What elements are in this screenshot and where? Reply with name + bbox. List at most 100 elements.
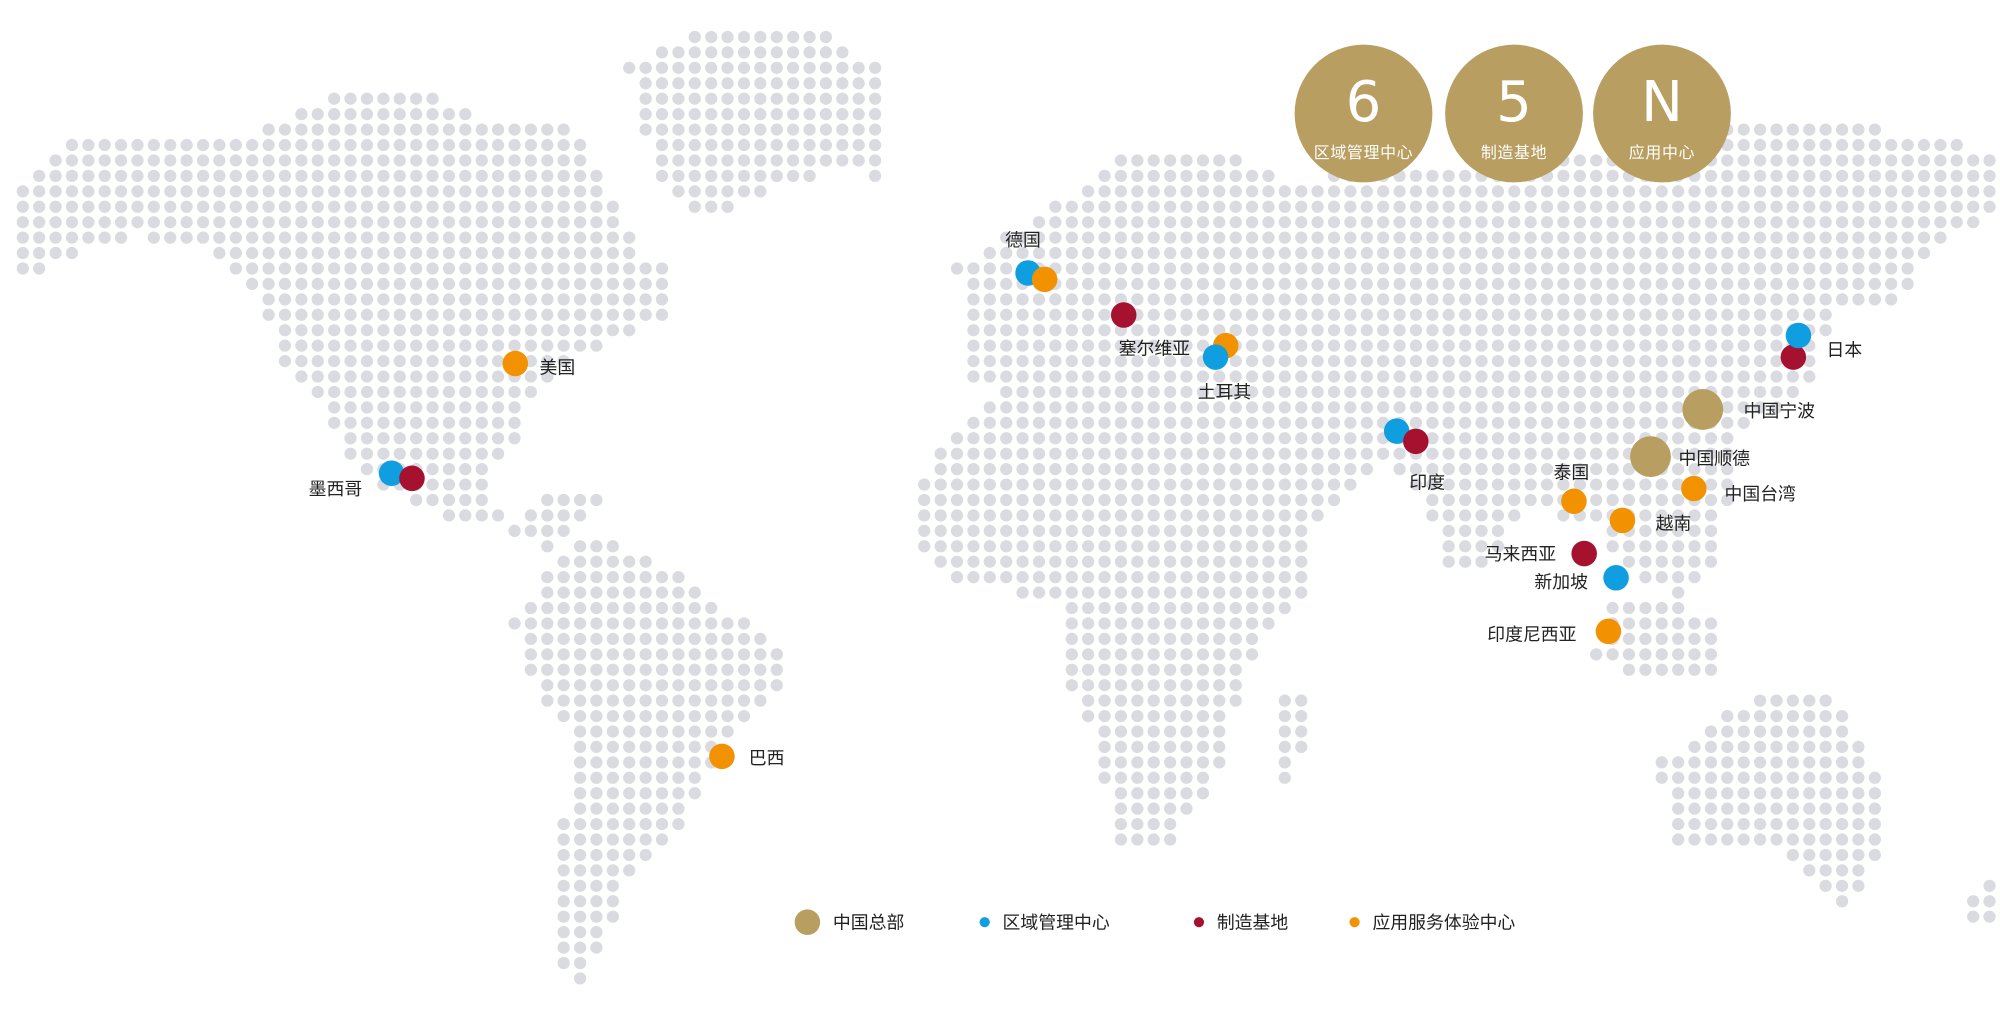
land-dot [1983,200,1996,213]
land-dot [1262,416,1275,429]
land-dot [1147,231,1160,244]
application-marker[interactable] [1609,507,1636,534]
land-dot [1114,632,1128,646]
land-dot [377,339,390,352]
land-dot [1393,401,1406,414]
land-dot [442,185,456,198]
hq-marker[interactable] [1682,389,1724,430]
land-dot [1196,416,1210,429]
land-dot [311,385,324,399]
land-dot [1737,802,1750,815]
land-dot [1459,308,1472,321]
land-dot [1196,524,1210,537]
land-dot [311,108,324,121]
land-dot [983,308,996,321]
land-dot [1327,370,1341,383]
land-dot [1409,216,1423,229]
land-dot [1049,509,1062,522]
application-marker[interactable] [1561,488,1587,515]
land-dot [1114,648,1128,661]
land-dot [1639,648,1652,661]
land-dot [606,663,620,676]
land-dot [1655,617,1668,630]
land-dot [1180,216,1193,229]
land-dot [1196,246,1210,260]
land-dot [1475,370,1488,383]
land-dot [1753,169,1767,183]
land-dot [98,169,111,183]
land-dot [1770,385,1783,399]
land-dot [1065,370,1078,383]
land-dot [1065,385,1078,399]
land-dot [1114,277,1128,291]
application-marker[interactable] [502,350,529,377]
land-dot [868,123,882,136]
land-dot [1459,339,1472,352]
land-dot [426,385,439,399]
land-dot [803,154,816,167]
land-dot [360,370,374,383]
land-dot [1786,802,1799,815]
land-dot [410,354,423,368]
land-dot [1753,277,1767,291]
land-dot [410,401,423,414]
application-marker[interactable] [1031,266,1058,293]
land-dot [1409,169,1423,183]
land-dot [1393,231,1406,244]
land-dot [1868,802,1881,815]
hq-marker[interactable] [1630,436,1671,478]
land-dot [1590,185,1603,198]
land-dot [410,385,423,399]
land-dot [442,509,456,522]
land-dot [590,169,603,183]
land-dot [1032,216,1046,229]
land-dot [1622,200,1636,213]
land-dot [1262,401,1275,414]
regional-marker[interactable] [1603,565,1629,591]
land-dot [1524,493,1537,507]
land-dot [573,694,587,707]
land-dot [672,725,685,738]
land-dot [426,478,439,491]
land-dot [950,540,964,553]
land-dot [1934,231,1947,244]
land-dot [1753,709,1767,723]
land-dot [1278,771,1291,784]
land-dot [311,339,324,352]
regional-marker[interactable] [1785,322,1812,349]
land-dot [721,185,734,198]
land-dot [475,308,488,321]
land-dot [344,277,357,291]
land-dot [377,246,390,260]
land-dot [1245,231,1259,244]
land-dot [590,262,603,275]
land-dot [1131,725,1144,738]
land-dot [1639,401,1652,414]
land-dot [1131,555,1144,568]
land-dot [1655,540,1668,553]
land-dot [1819,802,1832,815]
manufacturing-marker[interactable] [1780,344,1807,370]
land-dot [1114,709,1128,723]
land-dot [1295,524,1308,537]
application-marker[interactable] [1595,618,1622,645]
application-marker[interactable] [709,743,735,770]
regional-marker[interactable] [1202,344,1229,370]
land-dot [1147,740,1160,754]
manufacturing-swatch-icon [1193,917,1205,928]
land-dot [557,277,570,291]
application-swatch-icon [1349,917,1360,928]
land-dot [1295,709,1308,723]
land-dot [1737,123,1750,136]
land-dot [1573,463,1586,476]
application-marker[interactable] [1681,475,1707,502]
land-dot [1786,216,1799,229]
land-dot [1557,231,1570,244]
land-dot [1770,324,1783,337]
manufacturing-marker[interactable] [1110,302,1137,328]
manufacturing-marker[interactable] [399,465,425,492]
manufacturing-marker[interactable] [1403,428,1429,455]
manufacturing-marker[interactable] [1571,540,1597,567]
land-dot [1819,154,1832,167]
land-dot [868,138,882,152]
